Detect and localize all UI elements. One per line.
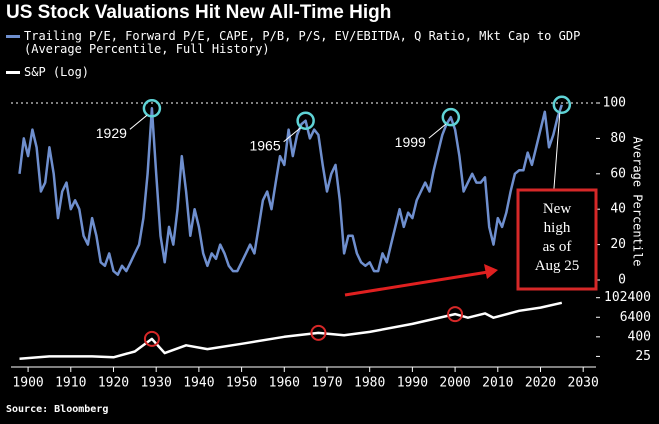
annotation: 1929 bbox=[96, 125, 127, 141]
annotation-circle bbox=[142, 99, 162, 118]
source: Source: Bloomberg bbox=[6, 404, 109, 415]
x-tick-label: 2010 bbox=[482, 376, 513, 391]
x-tick-label: 1940 bbox=[183, 376, 214, 391]
y-tick-label: 6400 bbox=[620, 310, 651, 325]
x-tick-label: 1980 bbox=[354, 376, 385, 391]
legend-swatch bbox=[6, 35, 20, 38]
legend-label: Trailing P/E, Forward P/E, CAPE, P/B, P/… bbox=[24, 29, 581, 56]
legend-label: S&P (Log) bbox=[24, 65, 90, 79]
arrow-head bbox=[484, 264, 498, 279]
y-tick-label: 102400 bbox=[604, 290, 651, 305]
y-tick-label: 0 bbox=[618, 273, 626, 288]
x-tick-label: 1960 bbox=[269, 376, 300, 391]
x-tick-label: 1930 bbox=[141, 376, 172, 391]
x-tick-label: 1900 bbox=[12, 376, 43, 391]
annotation-circle bbox=[441, 107, 461, 127]
x-tick-label: 2030 bbox=[568, 376, 599, 391]
legend-swatch bbox=[6, 71, 20, 74]
y-tick-label: 400 bbox=[628, 329, 651, 344]
data-line bbox=[19, 301, 563, 360]
x-tick-label: 2020 bbox=[525, 376, 556, 391]
annotation: 1999 bbox=[395, 134, 426, 150]
x-tick-label: 1950 bbox=[226, 376, 257, 391]
highlight-circle bbox=[310, 324, 327, 341]
legend-entry: Trailing P/E, Forward P/E, CAPE, P/B, P/… bbox=[6, 29, 624, 56]
annotation-leader bbox=[428, 123, 447, 139]
y-tick-label: 80 bbox=[610, 131, 626, 146]
annotation-box bbox=[516, 188, 598, 291]
highlight-circle bbox=[143, 330, 160, 347]
y-tick-label: 60 bbox=[610, 166, 626, 181]
x-tick-label: 1920 bbox=[98, 376, 129, 391]
data-line bbox=[18, 104, 563, 276]
annotation-leader bbox=[553, 112, 561, 191]
annotation: 1965 bbox=[249, 137, 280, 153]
annotation-leader bbox=[283, 127, 301, 143]
y-tick-label: 20 bbox=[610, 237, 626, 252]
x-tick-label: 1990 bbox=[397, 376, 428, 391]
annotation: New high as of Aug 25 bbox=[535, 201, 580, 274]
x-tick-label: 2000 bbox=[439, 376, 470, 391]
arrow bbox=[344, 270, 489, 297]
highlight-circle bbox=[447, 306, 464, 323]
y-tick-label: 25 bbox=[635, 349, 651, 364]
y-tick-label: 100 bbox=[603, 96, 626, 111]
legend-entry: S&P (Log) bbox=[6, 65, 90, 79]
x-tick-label: 1910 bbox=[55, 376, 86, 391]
chart-title: US Stock Valuations Hit New All-Time Hig… bbox=[6, 2, 392, 23]
annotation-leader bbox=[129, 114, 148, 130]
y-axis-label: Average Percentile bbox=[631, 136, 645, 266]
annotation-circle bbox=[296, 111, 315, 130]
annotation-circle bbox=[552, 95, 572, 115]
y-tick-label: 40 bbox=[610, 202, 626, 217]
x-tick-label: 1970 bbox=[311, 376, 342, 391]
